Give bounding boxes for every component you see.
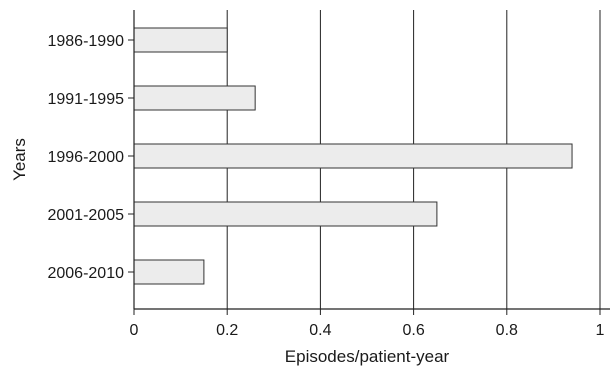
bar-1986-1990 <box>133 27 228 53</box>
bar-1996-2000 <box>133 143 573 169</box>
x-tick-label: 0.4 <box>309 322 331 339</box>
x-tick-label: 1 <box>596 322 605 339</box>
bar-2001-2005 <box>133 201 438 227</box>
bar-2006-2010 <box>133 259 205 285</box>
y-axis-title: Years <box>10 138 29 181</box>
y-tick-label: 2006-2010 <box>47 265 124 282</box>
x-ticks: 0 0.2 0.4 0.6 0.8 1 <box>130 309 605 339</box>
x-tick-label: 0 <box>130 322 139 339</box>
y-tick-label: 2001-2005 <box>47 207 124 224</box>
x-axis-title: Episodes/patient-year <box>285 347 450 366</box>
bar-1991-1995 <box>133 85 256 111</box>
y-tick-label: 1986-1990 <box>47 33 124 50</box>
y-tick-label: 1991-1995 <box>47 91 124 108</box>
y-ticks: 1986-1990 1991-1995 1996-2000 2001-2005 2006… <box>47 33 134 282</box>
x-tick-label: 0.6 <box>402 322 424 339</box>
x-tick-label: 0.8 <box>496 322 518 339</box>
x-tick-label: 0.2 <box>216 322 238 339</box>
y-tick-label: 1996-2000 <box>47 149 124 166</box>
